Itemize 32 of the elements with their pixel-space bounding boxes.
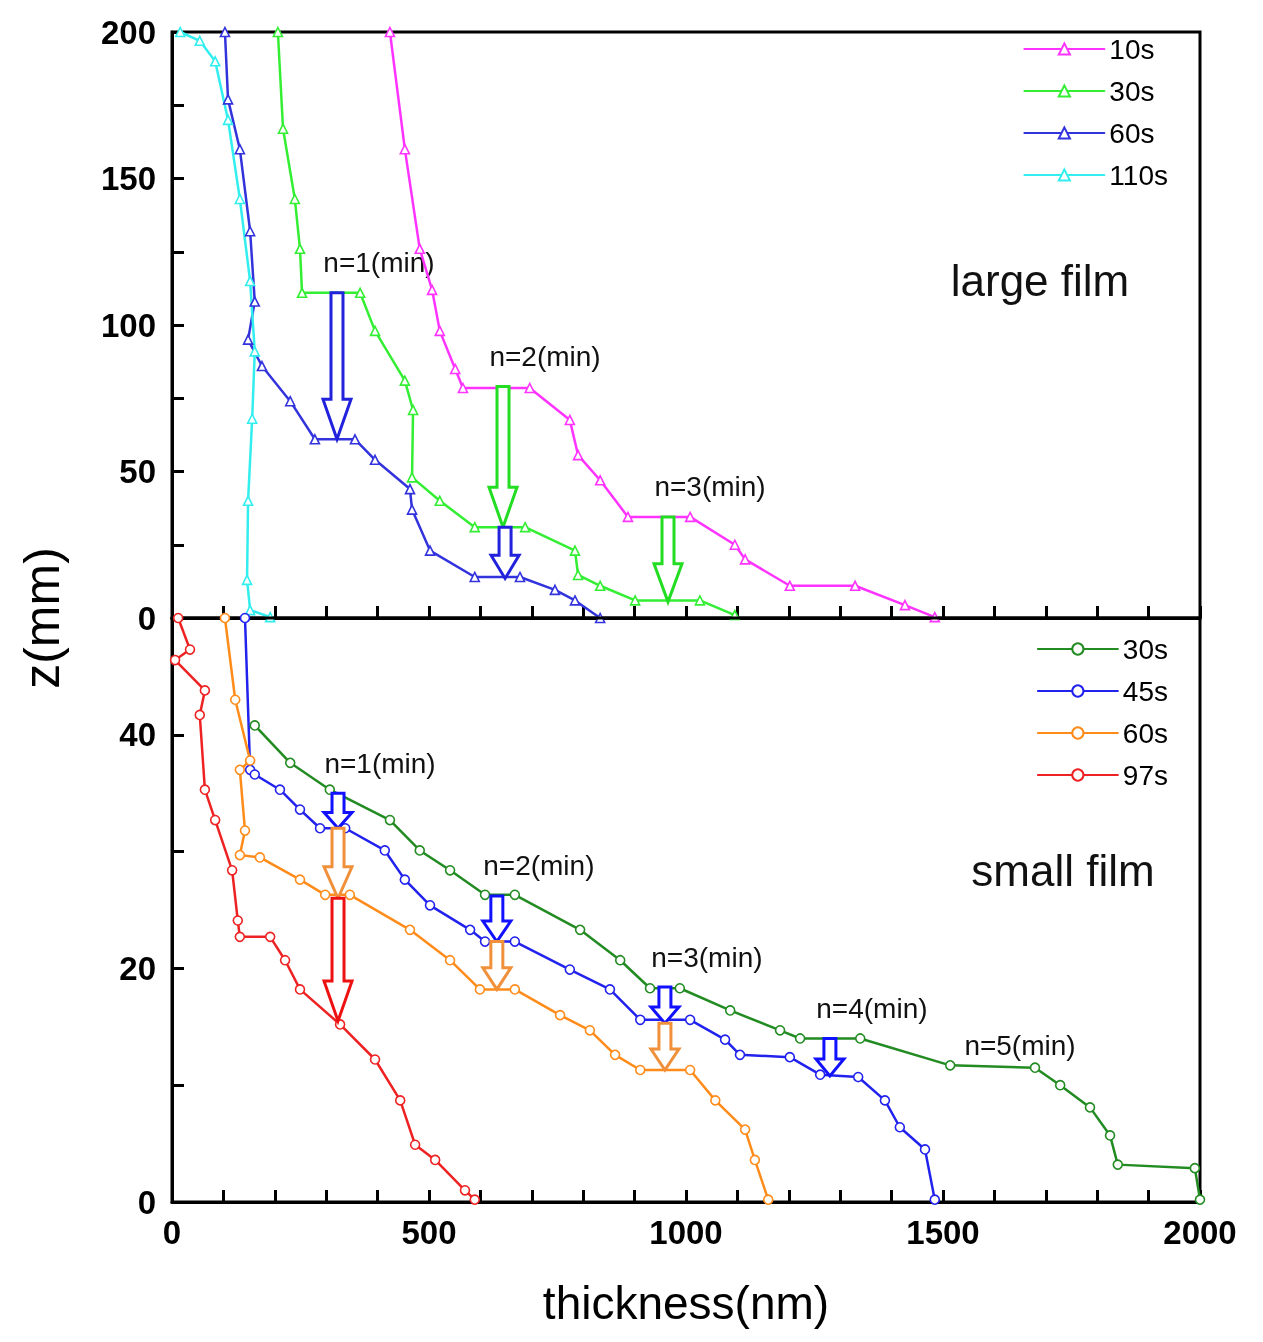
y-tick-label: 20 — [119, 949, 156, 987]
annotation: large film — [950, 255, 1130, 305]
x-tick-label: 1000 — [649, 1214, 723, 1251]
annotation: n=5(min) — [964, 1029, 1076, 1061]
legend-label: 30s — [1122, 633, 1169, 665]
legend-label: 60s — [1122, 717, 1169, 749]
annotation: n=3(min) — [651, 941, 763, 973]
x-tick-label: 500 — [401, 1214, 457, 1251]
y-tick-label: 200 — [100, 13, 156, 51]
y-tick-label: 0 — [137, 599, 156, 637]
y-tick-label: 0 — [137, 1183, 156, 1221]
y-tick-label: 50 — [119, 453, 156, 490]
y-axis-title: z(mm) — [14, 547, 70, 689]
legend-label: 60s — [1109, 117, 1155, 149]
annotation: small film — [971, 845, 1155, 895]
x-tick-label: 1500 — [906, 1214, 980, 1251]
x-tick-label: 0 — [162, 1214, 182, 1251]
annotation: n=1(min) — [324, 747, 436, 779]
legend-label: 10s — [1109, 33, 1155, 65]
x-axis-title: thickness(nm) — [542, 1277, 830, 1329]
legend-label: 30s — [1109, 75, 1155, 107]
y-tick-label: 100 — [100, 306, 156, 344]
annotation: n=2(min) — [489, 341, 601, 373]
y-tick-label: 40 — [119, 716, 156, 754]
legend-label: 45s — [1122, 675, 1169, 707]
annotation: n=2(min) — [483, 850, 595, 882]
legend-label: 97s — [1122, 759, 1169, 791]
legend-label: 110s — [1109, 159, 1168, 191]
y-tick-label: 150 — [100, 160, 156, 197]
annotation: n=3(min) — [654, 471, 766, 503]
annotation: n=4(min) — [816, 992, 928, 1024]
x-tick-label: 2000 — [1163, 1214, 1237, 1251]
